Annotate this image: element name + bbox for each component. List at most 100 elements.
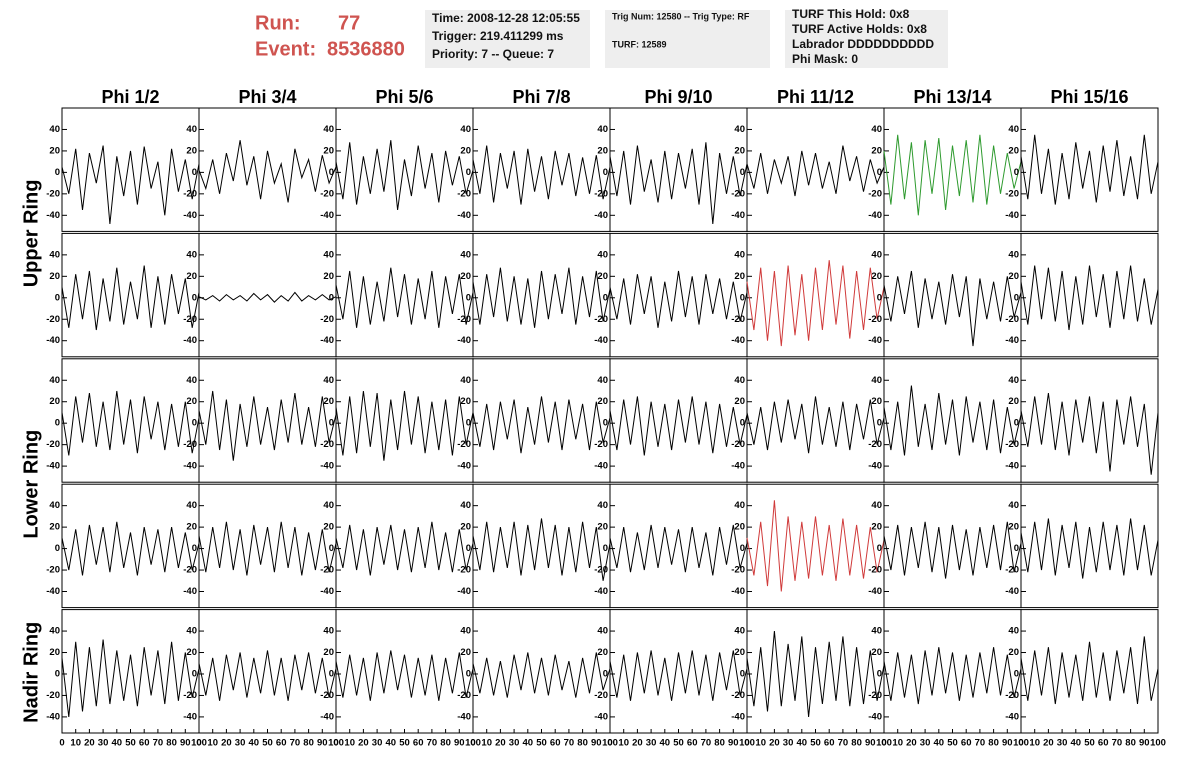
y-tick-label: 40: [1008, 124, 1019, 135]
y-tick-label: -20: [320, 565, 334, 576]
y-tick-label: 0: [192, 167, 197, 178]
waveform: [883, 647, 1022, 705]
y-tick-label: 20: [186, 522, 197, 533]
info-line: Time: 2008-12-28 12:05:55: [432, 11, 580, 25]
x-tick-label: 20: [358, 738, 369, 749]
y-tick-label: 0: [1014, 167, 1019, 178]
info-box: [605, 10, 770, 68]
x-tick-label: 80: [166, 738, 177, 749]
y-tick-label: -40: [46, 586, 60, 597]
y-tick-label: 0: [877, 668, 882, 679]
x-tick-label: 30: [509, 738, 520, 749]
y-tick-label: -40: [457, 711, 471, 722]
row-label: Lower Ring: [20, 430, 42, 539]
y-tick-label: -40: [183, 586, 197, 597]
x-tick-label: 100: [602, 738, 618, 749]
x-tick-label: 80: [988, 738, 999, 749]
y-tick-label: -40: [731, 461, 745, 472]
waveform: [198, 650, 337, 701]
y-tick-label: 0: [740, 543, 745, 554]
x-tick-label: 70: [153, 738, 164, 749]
y-tick-label: 40: [49, 249, 60, 260]
y-tick-label: -40: [183, 461, 197, 472]
x-tick-label: 80: [577, 738, 588, 749]
x-tick-label: 90: [591, 738, 602, 749]
panel-frame: [1020, 107, 1159, 232]
x-tick-label: 80: [440, 738, 451, 749]
y-tick-label: -20: [320, 314, 334, 325]
y-tick-label: -40: [457, 461, 471, 472]
y-tick-label: 40: [871, 249, 882, 260]
x-tick-label: 60: [139, 738, 150, 749]
column-title: Phi 13/14: [913, 87, 991, 107]
x-tick-label: 10: [1029, 738, 1040, 749]
y-tick-label: 0: [55, 668, 60, 679]
y-tick-label: -20: [46, 188, 60, 199]
y-tick-label: -20: [868, 565, 882, 576]
x-tick-label: 90: [317, 738, 328, 749]
y-tick-label: 20: [49, 145, 60, 156]
panel-frame: [1020, 483, 1159, 609]
x-tick-label: 20: [769, 738, 780, 749]
x-tick-label: 100: [1150, 738, 1166, 749]
x-tick-label: 10: [207, 738, 218, 749]
x-tick-label: 100: [1013, 738, 1029, 749]
event-label: Event:: [255, 38, 316, 60]
info-box: [785, 10, 948, 68]
waveform: [61, 521, 200, 576]
y-tick-label: -20: [1005, 188, 1019, 199]
waveform: [472, 396, 611, 454]
y-tick-label: -20: [183, 439, 197, 450]
x-tick-label: 90: [454, 738, 465, 749]
y-tick-label: 0: [603, 543, 608, 554]
y-tick-label: -40: [868, 461, 882, 472]
y-tick-label: 0: [603, 418, 608, 429]
y-tick-label: -40: [868, 711, 882, 722]
y-tick-label: -40: [183, 335, 197, 346]
y-tick-label: -20: [731, 188, 745, 199]
x-tick-label: 30: [783, 738, 794, 749]
waveform: [609, 142, 748, 224]
y-tick-label: 20: [186, 271, 197, 282]
x-tick-label: 80: [1125, 738, 1136, 749]
y-tick-label: -40: [594, 586, 608, 597]
y-tick-label: 0: [192, 668, 197, 679]
x-tick-label: 50: [810, 738, 821, 749]
x-tick-label: 0: [196, 738, 201, 749]
y-tick-label: 0: [192, 543, 197, 554]
y-tick-label: -20: [320, 439, 334, 450]
y-tick-label: -20: [731, 690, 745, 701]
waveform: [198, 390, 337, 461]
x-tick-label: 40: [112, 738, 123, 749]
x-tick-label: 20: [1043, 738, 1054, 749]
x-tick-label: 0: [470, 738, 475, 749]
y-tick-label: 40: [734, 375, 745, 386]
y-tick-label: -20: [594, 439, 608, 450]
y-tick-label: 0: [603, 167, 608, 178]
y-tick-label: 20: [186, 396, 197, 407]
y-tick-label: 20: [323, 396, 334, 407]
y-tick-label: 20: [1008, 647, 1019, 658]
waveform: [746, 260, 885, 347]
x-tick-label: 100: [739, 738, 755, 749]
y-tick-label: 0: [1014, 418, 1019, 429]
y-tick-label: 20: [186, 647, 197, 658]
x-tick-label: 30: [920, 738, 931, 749]
x-tick-label: 0: [1018, 738, 1023, 749]
info-line: TURF: 12589: [612, 39, 667, 49]
y-tick-label: 20: [734, 396, 745, 407]
waveform: [61, 390, 200, 456]
x-tick-label: 70: [701, 738, 712, 749]
y-tick-label: -20: [1005, 565, 1019, 576]
x-tick-label: 60: [413, 738, 424, 749]
y-tick-label: 40: [871, 500, 882, 511]
y-tick-label: -40: [320, 711, 334, 722]
y-tick-label: 0: [329, 292, 334, 303]
y-tick-label: -40: [1005, 335, 1019, 346]
y-tick-label: 40: [460, 124, 471, 135]
x-tick-label: 20: [906, 738, 917, 749]
y-tick-label: -40: [46, 711, 60, 722]
y-tick-label: 40: [323, 626, 334, 637]
waveform: [472, 267, 611, 328]
